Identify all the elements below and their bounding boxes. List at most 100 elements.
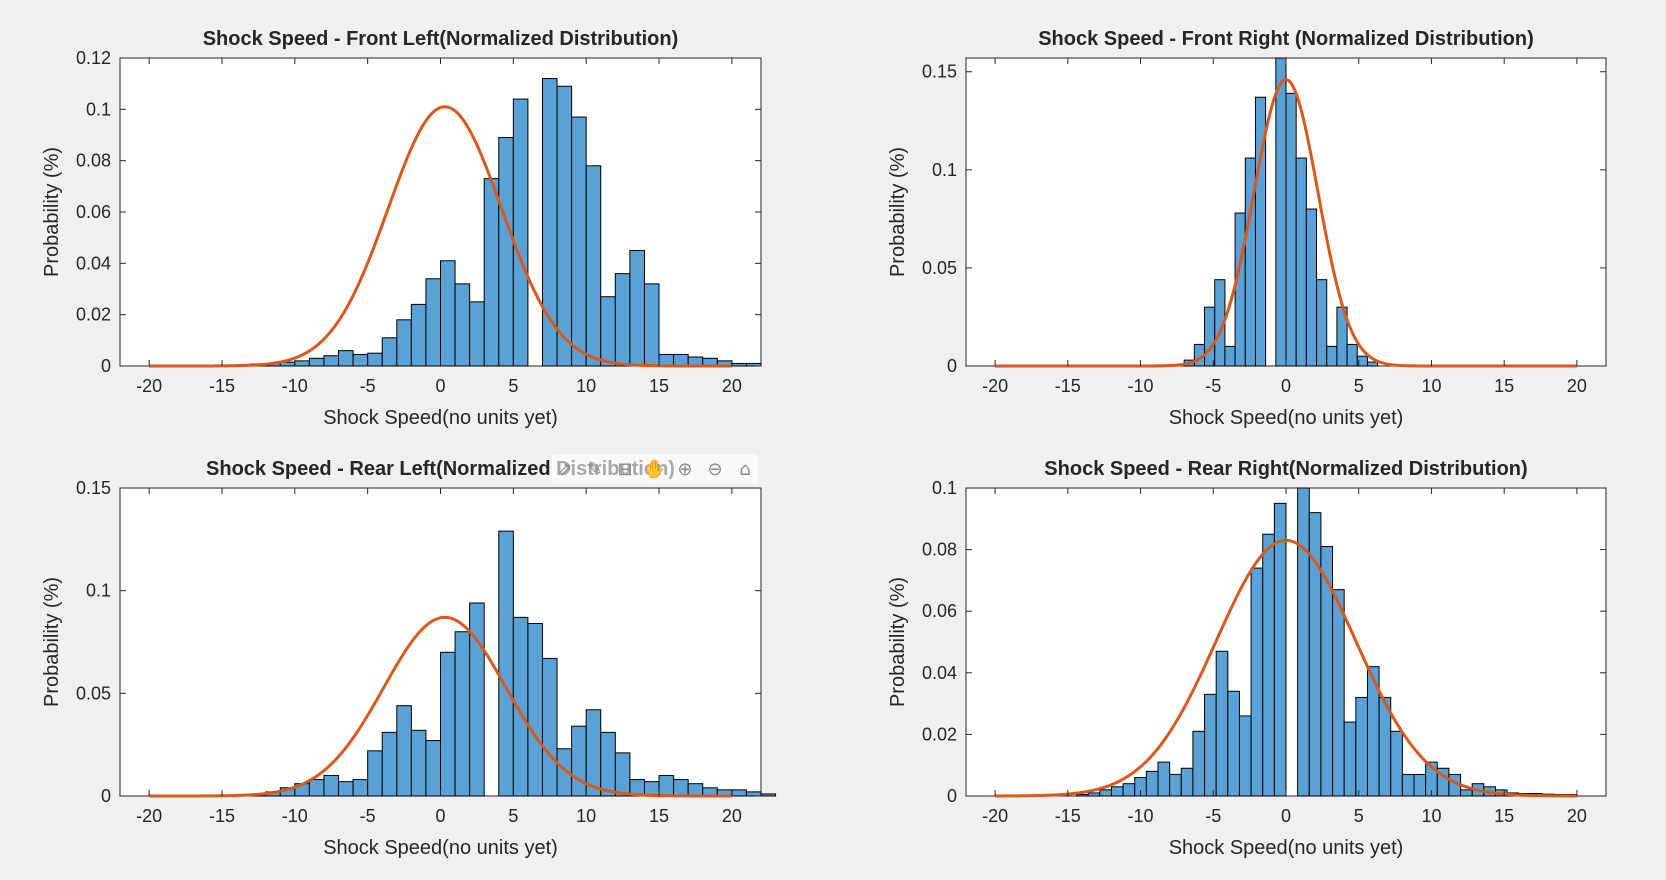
histogram-bar (1087, 792, 1101, 797)
histogram-bar (367, 352, 383, 367)
histogram-bar (658, 774, 675, 797)
histogram-bar (1215, 650, 1229, 797)
histogram-bar (1326, 345, 1338, 367)
chart-front-left[interactable]: -20 -15 -10 -5 0 5 10 15 20 0 0.02 0.04 0.06 0.08 0.1 0… (41, 28, 762, 429)
histogram-bar (673, 779, 689, 797)
chart-title: Shock Speed - Front Right (Normalized Di… (1038, 28, 1534, 50)
x-tick-label: -5 (1205, 806, 1221, 826)
y-tick-label: 0 (947, 356, 957, 376)
histogram-bar (1234, 212, 1246, 367)
histogram-bar (454, 631, 471, 797)
histogram-bar (1169, 773, 1182, 797)
brush-icon[interactable]: ✎ (587, 458, 603, 480)
histogram-bar (1224, 345, 1236, 367)
histogram-bar (454, 283, 471, 367)
histogram-bar (1285, 92, 1297, 367)
y-axis-label: Probability (%) (887, 147, 909, 277)
y-tick-label: 0.1 (86, 581, 111, 601)
histogram-bar (367, 750, 383, 797)
x-tick-label: -10 (282, 376, 308, 396)
x-tick-label: -20 (136, 806, 162, 826)
chart-rear-right[interactable]: -20 -15 -10 -5 0 5 10 15 20 0 0.02 0.04 0.06 0.08 0.1 S… (887, 458, 1607, 859)
y-tick-label: 0.1 (932, 160, 957, 180)
histogram-bar (1297, 487, 1310, 797)
histogram-bar (1295, 157, 1307, 367)
y-tick-label: 0.12 (76, 48, 111, 68)
chart-title: Shock Speed - Rear Right(Normalized Dist… (1044, 458, 1527, 480)
x-axis-label: Shock Speed(no units yet) (1169, 837, 1404, 859)
histogram-bar (469, 602, 485, 797)
zoom-in-icon[interactable]: ⊕ (677, 458, 693, 480)
histogram-bar (1273, 502, 1287, 797)
histogram-bar (658, 353, 675, 367)
histogram-bar (541, 78, 558, 367)
x-tick-label: 10 (1421, 806, 1441, 826)
y-tick-label: 0.06 (76, 202, 111, 222)
y-tick-label: 0.04 (76, 253, 111, 273)
histogram-bar (1145, 770, 1159, 797)
histogram-bar (1110, 786, 1124, 797)
histogram-bar (673, 353, 689, 367)
histogram-bar (614, 273, 631, 367)
histogram-bar (1343, 721, 1357, 797)
histogram-bar (294, 360, 310, 367)
fit-curve (149, 615, 732, 798)
histogram-bar (323, 774, 340, 797)
x-tick-label: 15 (649, 376, 669, 396)
histogram-bar (483, 178, 500, 367)
histogram-bar (352, 779, 369, 797)
x-tick-label: -15 (1055, 376, 1081, 396)
axes-toolbar: ⇗ ✎ ⊟ ✋ ⊕ ⊖ ⌂ (552, 454, 758, 484)
histogram-bar (1305, 208, 1318, 367)
y-axis-label: Probability (%) (41, 147, 63, 277)
histogram-bar (1099, 789, 1112, 797)
histogram-bar (1320, 546, 1334, 797)
histogram-bar (1332, 589, 1345, 797)
export-icon[interactable]: ⇗ (557, 458, 573, 480)
pan-icon[interactable]: ✋ (643, 458, 667, 480)
x-tick-label: 5 (508, 806, 518, 826)
histogram-bar (381, 337, 398, 367)
x-tick-label: 5 (508, 376, 518, 396)
histogram-bar (1316, 279, 1328, 367)
y-tick-label: 0.05 (922, 258, 957, 278)
home-icon[interactable]: ⌂ (739, 458, 751, 480)
y-tick-label: 0.06 (922, 601, 957, 621)
histogram-bar (498, 137, 514, 367)
y-tick-label: 0.15 (922, 62, 957, 82)
x-tick-label: 0 (1281, 376, 1291, 396)
histogram-bar (1262, 533, 1275, 797)
histogram-bar (338, 781, 354, 797)
histogram-bar (1355, 696, 1368, 797)
histogram-bar (1275, 57, 1287, 367)
datatip-icon[interactable]: ⊟ (617, 458, 633, 480)
x-tick-label: 0 (435, 376, 445, 396)
chart-front-right[interactable]: -20 -15 -10 -5 0 5 10 15 20 0 0.05 0.1 0.15 Shock Spe… (887, 28, 1607, 429)
histogram-bar (498, 530, 514, 797)
x-tick-label: 20 (722, 806, 742, 826)
histogram-bar (469, 301, 485, 367)
chart-rear-left[interactable]: -20 -15 -10 -5 0 5 10 15 20 0 0.05 0.1 0.15 Shock Spe… (41, 458, 777, 859)
x-tick-label: -15 (209, 376, 235, 396)
histogram-bar (323, 355, 340, 367)
histogram-bar (308, 357, 325, 367)
x-tick-label: -10 (282, 806, 308, 826)
x-tick-label: 15 (649, 806, 669, 826)
y-tick-label: 0.04 (922, 663, 957, 683)
y-axis-label: Probability (%) (41, 577, 63, 707)
x-tick-label: 5 (1354, 806, 1364, 826)
histogram-bar (556, 85, 573, 367)
histogram-bar (600, 296, 616, 367)
histogram-bar (600, 731, 616, 797)
histogram-bar (1366, 361, 1379, 367)
fit-curve (995, 538, 1577, 798)
histogram-bar (512, 98, 529, 367)
histogram-bar (571, 116, 587, 367)
y-tick-label: 0.1 (86, 99, 111, 119)
histogram-bar (1076, 793, 1089, 797)
histogram-bar (1204, 693, 1217, 797)
histogram-bar (1346, 343, 1358, 367)
zoom-out-icon[interactable]: ⊖ (707, 458, 723, 480)
histogram-bar (338, 350, 354, 367)
